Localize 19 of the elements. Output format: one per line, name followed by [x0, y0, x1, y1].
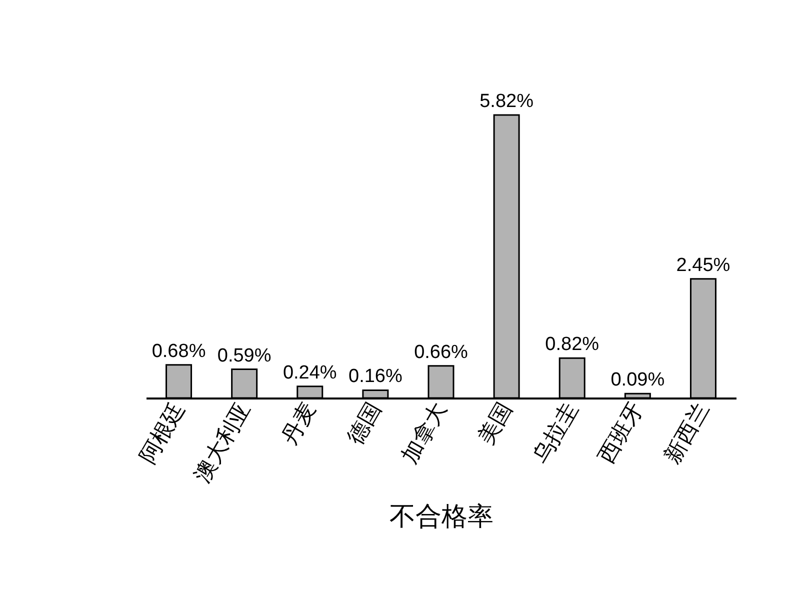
x-tick-label: 乌拉圭 [528, 398, 583, 468]
x-tick-label: 加拿大 [396, 398, 452, 468]
x-tick-label: 澳大利亚 [189, 398, 255, 487]
x-tick-label: 阿根廷 [134, 398, 190, 468]
x-tick-label: 德国 [342, 398, 386, 449]
x-axis-title: 不合格率 [390, 502, 494, 532]
data-label: 0.82% [545, 334, 600, 356]
data-label: 0.09% [610, 370, 665, 391]
data-label: 5.82% [480, 91, 534, 112]
x-tick-label: 丹麦 [276, 398, 320, 449]
data-label: 0.59% [217, 345, 272, 366]
data-label: 2.45% [676, 254, 730, 276]
data-label: 0.66% [414, 342, 468, 363]
data-label: 0.24% [282, 362, 337, 384]
x-tick-label: 美国 [473, 398, 517, 449]
x-tick-label: 新西兰 [658, 398, 714, 468]
x-tick-label: 西班牙 [593, 398, 648, 468]
data-label: 0.68% [152, 340, 206, 362]
data-label: 0.16% [348, 366, 402, 388]
